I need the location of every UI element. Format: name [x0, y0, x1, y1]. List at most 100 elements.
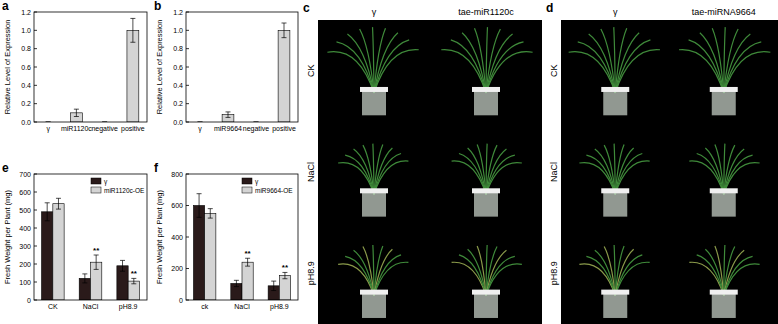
bar	[42, 212, 53, 300]
y-tick	[34, 210, 37, 211]
legend-label: miR1120c-OE	[104, 187, 145, 194]
panel-label: b	[154, 0, 161, 13]
tube	[362, 190, 386, 216]
leaf	[615, 40, 650, 93]
bar	[205, 213, 216, 300]
y-tick-label: 0.4	[173, 82, 183, 89]
leaf	[615, 50, 660, 93]
y-tick	[186, 205, 189, 206]
y-axis-label: Fresh Weight per Plant (mg)	[3, 189, 12, 284]
error-bar	[131, 278, 136, 283]
bar	[279, 276, 290, 300]
tube	[712, 89, 736, 115]
y-tick	[186, 67, 189, 68]
y-tick-label: 0.8	[21, 45, 31, 52]
error-bar	[271, 281, 276, 290]
y-tick	[34, 264, 37, 265]
bar	[127, 30, 139, 122]
x-tick-label: pH8.9	[270, 303, 289, 311]
leaf	[336, 42, 374, 93]
x-tick-label: miR1120c	[61, 125, 92, 132]
y-tick-label: 1.0	[21, 27, 31, 34]
y-tick	[34, 282, 37, 283]
tube-holder	[360, 87, 388, 92]
y-tick-label: 1.2	[21, 9, 31, 16]
tube	[474, 292, 498, 318]
y-axis-label: Fresh Weight per Plant (mg)	[155, 189, 164, 284]
tube-holder	[710, 87, 738, 92]
y-tick-label: 0.8	[173, 45, 183, 52]
leaf	[363, 145, 374, 194]
y-tick-label: 400	[19, 225, 31, 232]
y-tick-label: 300	[19, 243, 31, 250]
y-tick-label: 0.0	[21, 119, 31, 126]
leaf	[578, 42, 616, 93]
row-label: pH8.9	[549, 261, 559, 285]
panel-label: a	[2, 0, 9, 13]
photo-panel: cγtae-miR1120cCKNaClpH8.9	[303, 1, 542, 324]
frame	[186, 12, 298, 122]
leaf	[451, 40, 486, 93]
chart: aRelative Level of Expression0.00.20.40.…	[2, 0, 147, 133]
y-tick-label: 100	[19, 279, 31, 286]
panel-label: c	[303, 1, 310, 15]
legend-swatch	[91, 187, 101, 193]
tube	[362, 292, 386, 318]
x-tick-label: positive	[121, 125, 145, 133]
y-tick	[34, 246, 37, 247]
error-bar	[234, 280, 239, 286]
leaf	[363, 246, 374, 295]
leaf	[475, 28, 486, 93]
figure: aRelative Level of Expression0.00.20.40.…	[0, 0, 778, 324]
x-tick-label: positive	[272, 125, 296, 133]
leaf	[486, 34, 513, 93]
leaf	[715, 145, 724, 195]
annotation: **	[93, 246, 100, 255]
leaf	[601, 29, 615, 93]
tube	[603, 89, 627, 115]
bar	[193, 206, 204, 301]
y-tick-label: 0.4	[21, 82, 31, 89]
leaf	[374, 50, 419, 93]
chart: fFresh Weight per Plant (mg)020040060080…	[154, 161, 298, 311]
error-bar	[208, 209, 213, 218]
leaf	[614, 245, 615, 296]
y-tick	[34, 67, 37, 68]
row-label: NaCl	[549, 162, 559, 182]
y-tick	[34, 228, 37, 229]
y-tick	[186, 30, 189, 31]
frame	[186, 174, 298, 300]
y-tick-label: 0.6	[21, 64, 31, 71]
row-label: NaCl	[306, 162, 316, 182]
leaf	[689, 40, 724, 93]
y-tick	[186, 103, 189, 104]
tube	[712, 190, 736, 216]
leaf	[724, 52, 771, 93]
leaf	[614, 27, 615, 93]
error-bar	[74, 109, 79, 116]
x-tick-label: negative	[91, 125, 118, 133]
y-tick	[34, 30, 37, 31]
bar	[53, 204, 64, 300]
marks	[46, 18, 139, 122]
leaf	[486, 52, 533, 93]
y-tick-label: 500	[19, 207, 31, 214]
y-tick-label: 0	[179, 297, 183, 304]
error-bar	[82, 274, 87, 283]
tube-holder	[601, 290, 629, 295]
marks	[193, 194, 290, 300]
tube	[603, 292, 627, 318]
y-tick-label: 600	[171, 202, 183, 209]
error-bar	[197, 194, 202, 218]
leaf	[477, 145, 486, 195]
y-tick	[34, 103, 37, 104]
x-tick-label: pH8.9	[119, 303, 138, 311]
y-tick-label: 0	[27, 297, 31, 304]
error-bar	[282, 23, 287, 38]
marks	[42, 198, 140, 300]
legend-label: γ	[255, 178, 259, 186]
tube-holder	[710, 188, 738, 193]
y-tick-label: 200	[171, 265, 183, 272]
tube-holder	[472, 87, 500, 92]
bar	[278, 30, 290, 122]
